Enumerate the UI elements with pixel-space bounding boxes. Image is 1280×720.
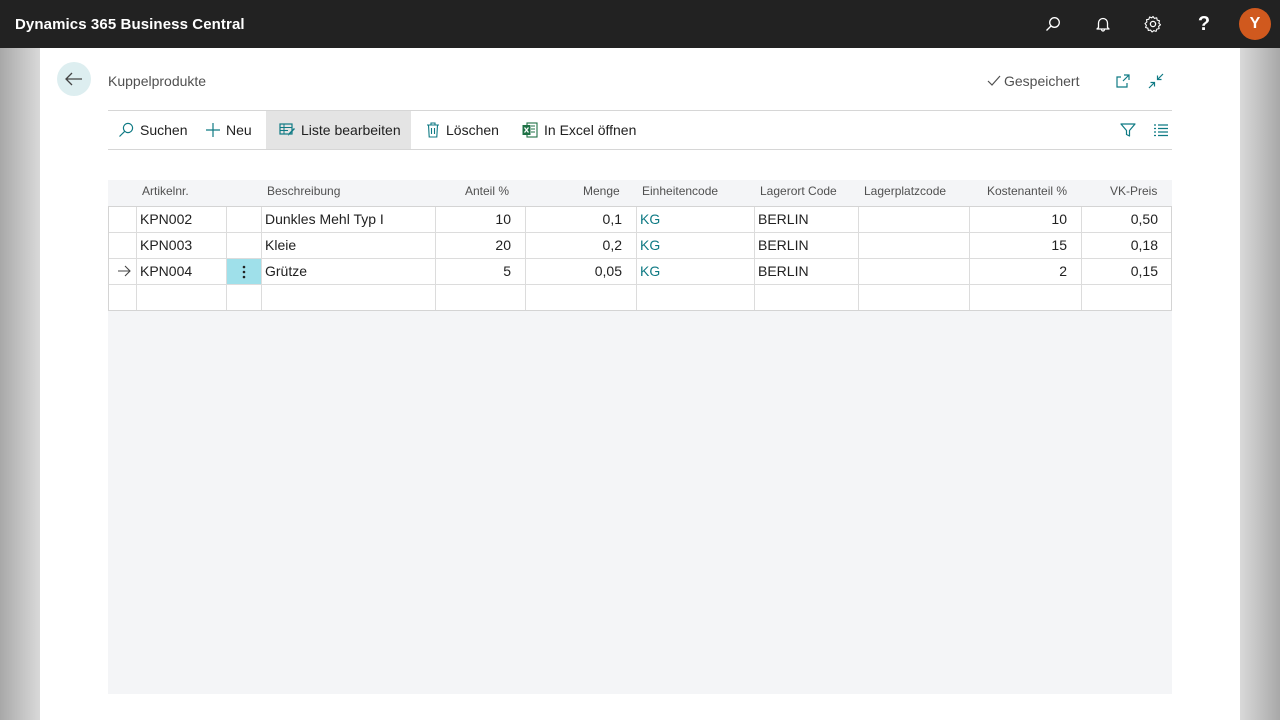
row-actions-menu-button[interactable] <box>227 259 262 284</box>
cell-bin-code[interactable] <box>859 285 970 310</box>
arrow-right-icon <box>118 265 131 277</box>
cell-location-code[interactable]: BERLIN <box>755 233 859 258</box>
column-header-quantity[interactable]: Menge <box>583 184 620 198</box>
cell-bin-code[interactable] <box>859 259 970 284</box>
cell-description[interactable] <box>262 285 436 310</box>
row-indicator[interactable] <box>109 233 137 258</box>
more-vertical-icon <box>242 265 246 278</box>
search-icon <box>119 122 134 137</box>
cell-quantity[interactable] <box>526 285 637 310</box>
user-avatar[interactable]: Y <box>1239 8 1271 40</box>
cell-quantity[interactable]: 0,05 <box>526 259 637 284</box>
cell-bin-code[interactable] <box>859 233 970 258</box>
cell-location-code[interactable]: BERLIN <box>755 207 859 232</box>
delete-button[interactable]: Löschen <box>418 111 507 149</box>
arrow-left-icon <box>65 72 82 86</box>
excel-icon <box>522 122 538 138</box>
filter-icon <box>1120 123 1136 137</box>
cell-cost-share-pct[interactable]: 2 <box>970 259 1082 284</box>
search-icon[interactable] <box>1041 12 1065 36</box>
cell-item-no[interactable] <box>137 285 227 310</box>
table-row-empty[interactable] <box>109 285 1171 311</box>
cell-actions[interactable] <box>227 233 262 258</box>
delete-button-label: Löschen <box>446 122 499 138</box>
cell-share-pct[interactable]: 20 <box>436 233 526 258</box>
row-indicator[interactable] <box>109 285 137 310</box>
page-title: Kuppelprodukte <box>108 73 207 89</box>
column-header-share-pct[interactable]: Anteil % <box>465 184 510 198</box>
background-left <box>0 48 40 720</box>
cell-description[interactable]: Grütze <box>262 259 436 284</box>
cell-description[interactable]: Dunkles Mehl Typ I <box>262 207 436 232</box>
cell-share-pct[interactable]: 10 <box>436 207 526 232</box>
gear-icon[interactable] <box>1141 12 1165 36</box>
open-new-window-icon[interactable] <box>1114 72 1132 90</box>
cell-quantity[interactable]: 0,2 <box>526 233 637 258</box>
column-header-description[interactable]: Beschreibung <box>267 184 341 198</box>
column-header-bin-code[interactable]: Lagerplatzcode <box>864 184 947 198</box>
cell-unit-price[interactable]: 0,18 <box>1130 237 1158 253</box>
cell-location-code[interactable] <box>755 285 859 310</box>
cell-cost-share-pct[interactable] <box>970 285 1082 310</box>
divider <box>108 110 1172 111</box>
app-title[interactable]: Dynamics 365 Business Central <box>15 15 245 33</box>
cell-unit-code[interactable]: KG <box>637 233 755 258</box>
action-bar: Suchen Neu Liste bearbeiten Löschen In E… <box>108 111 1172 149</box>
cell-unit-code[interactable]: KG <box>637 207 755 232</box>
app-header: Dynamics 365 Business Central <box>0 0 1280 48</box>
bell-icon[interactable] <box>1091 12 1115 36</box>
filter-button[interactable] <box>1112 111 1144 149</box>
column-header-location-code[interactable]: Lagerort Code <box>760 184 837 198</box>
edit-list-button-label: Liste bearbeiten <box>301 122 401 138</box>
lines-grid: KPN002 Dunkles Mehl Typ I 10 0,1 KG BERL… <box>108 206 1172 311</box>
open-in-excel-button[interactable]: In Excel öffnen <box>514 111 644 149</box>
cell-item-no[interactable]: KPN003 <box>137 233 227 258</box>
trash-icon <box>427 122 439 138</box>
divider <box>108 149 1172 150</box>
column-header-cost-share-pct[interactable]: Kostenanteil % <box>987 184 1068 198</box>
cell-unit-price[interactable]: 0,15 <box>1130 263 1158 279</box>
cell-cost-share-pct[interactable]: 10 <box>970 207 1082 232</box>
edit-list-button[interactable]: Liste bearbeiten <box>266 111 411 149</box>
cell-actions[interactable] <box>227 207 262 232</box>
search-button-label: Suchen <box>140 122 188 138</box>
cell-unit-code[interactable]: KG <box>637 259 755 284</box>
new-button[interactable]: Neu <box>198 111 260 149</box>
cell-item-no[interactable]: KPN002 <box>137 207 227 232</box>
cell-share-pct[interactable]: 5 <box>436 259 526 284</box>
list-icon <box>1154 124 1168 137</box>
open-in-excel-button-label: In Excel öffnen <box>544 122 637 138</box>
list-view-button[interactable] <box>1145 111 1177 149</box>
background-right <box>1240 48 1280 720</box>
cell-quantity[interactable]: 0,1 <box>526 207 637 232</box>
cell-cost-share-pct[interactable]: 15 <box>970 233 1082 258</box>
collapse-icon[interactable] <box>1147 72 1165 90</box>
row-indicator[interactable] <box>109 207 137 232</box>
cell-unit-code[interactable] <box>637 285 755 310</box>
cell-bin-code[interactable] <box>859 207 970 232</box>
help-icon[interactable]: ? <box>1197 12 1211 35</box>
plus-icon <box>206 123 220 137</box>
table-row[interactable]: KPN002 Dunkles Mehl Typ I 10 0,1 KG BERL… <box>109 207 1171 233</box>
checkmark-icon <box>987 75 1001 86</box>
cell-unit-price[interactable]: 0,50 <box>1130 211 1158 227</box>
table-row[interactable]: KPN003 Kleie 20 0,2 KG BERLIN 15 0,18 <box>109 233 1171 259</box>
column-header-unit-price[interactable]: VK-Preis <box>1110 184 1158 198</box>
saved-status: Gespeichert <box>987 73 1079 89</box>
back-button[interactable] <box>57 62 91 96</box>
cell-share-pct[interactable] <box>436 285 526 310</box>
column-header-item-no[interactable]: Artikelnr. <box>142 184 189 198</box>
cell-actions[interactable] <box>227 285 262 310</box>
cell-location-code[interactable]: BERLIN <box>755 259 859 284</box>
new-button-label: Neu <box>226 122 252 138</box>
saved-status-label: Gespeichert <box>1004 73 1080 89</box>
cell-description[interactable]: Kleie <box>262 233 436 258</box>
search-button[interactable]: Suchen <box>110 111 195 149</box>
table-row[interactable]: KPN004 Grütze 5 0,05 KG BERLIN 2 0,15 <box>109 259 1171 285</box>
row-indicator[interactable] <box>109 259 137 284</box>
cell-unit-price[interactable] <box>1082 285 1171 310</box>
edit-list-icon <box>279 123 295 136</box>
cell-item-no[interactable]: KPN004 <box>137 259 227 284</box>
column-header-unit-code[interactable]: Einheitencode <box>642 184 719 198</box>
